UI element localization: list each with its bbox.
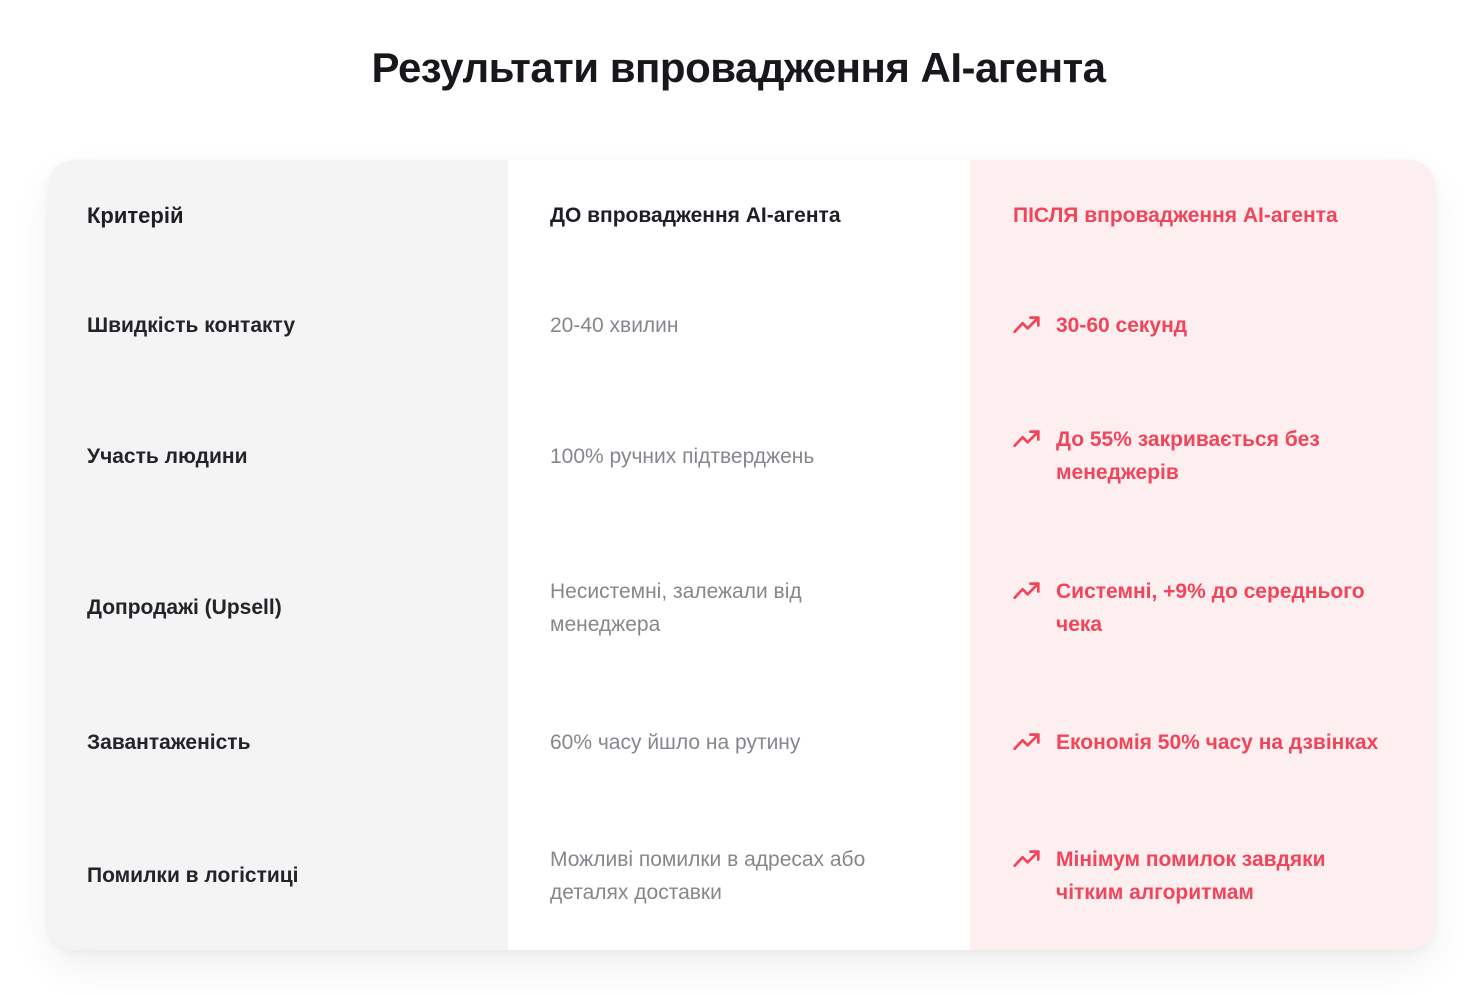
trending-up-icon [1013,729,1040,756]
row-label: Участь людини [48,380,508,532]
after-cell: Економія 50% часу на дзвінках [970,683,1435,801]
row-label: Завантаженість [48,683,508,801]
after-value: Економія 50% часу на дзвінках [1056,730,1379,754]
before-value: 60% часу йшло на рутину [508,683,970,801]
trending-up-icon [1013,846,1040,873]
before-value: Несистемні, залежали від менеджера [508,532,970,683]
trending-up-icon [1013,426,1040,453]
header-after: ПІСЛЯ впровадження AI-агента [970,160,1435,270]
header-criterion: Критерій [48,160,508,270]
row-label: Допродажі (Upsell) [48,532,508,683]
page-title: Результати впровадження AI-агента [371,44,1106,91]
trending-up-icon [1013,312,1040,339]
after-value: Системні, +9% до середнього чека [1056,579,1365,636]
after-cell: 30-60 секунд [970,270,1435,380]
after-value: До 55% закривається без менеджерів [1056,428,1320,484]
row-label: Швидкість контакту [48,270,508,380]
before-value: 100% ручних підтверджень [508,380,970,532]
after-cell: Системні, +9% до середнього чека [970,532,1435,683]
row-label: Помилки в логістиці [48,801,508,950]
after-value: Мінімум помилок завдяки чітким алгоритма… [1056,847,1326,904]
before-value: Можливі помилки в адресах або деталях до… [508,801,970,950]
before-value: 20-40 хвилин [508,270,970,380]
after-cell: Мінімум помилок завдяки чітким алгоритма… [970,801,1435,950]
trending-up-icon [1013,578,1040,605]
header-before: ДО впровадження AI-агента [508,160,970,270]
after-value: 30-60 секунд [1056,313,1188,337]
after-cell: До 55% закривається без менеджерів [970,380,1435,532]
comparison-table: Критерій ДО впровадження AI-агента ПІСЛЯ… [48,160,1435,950]
